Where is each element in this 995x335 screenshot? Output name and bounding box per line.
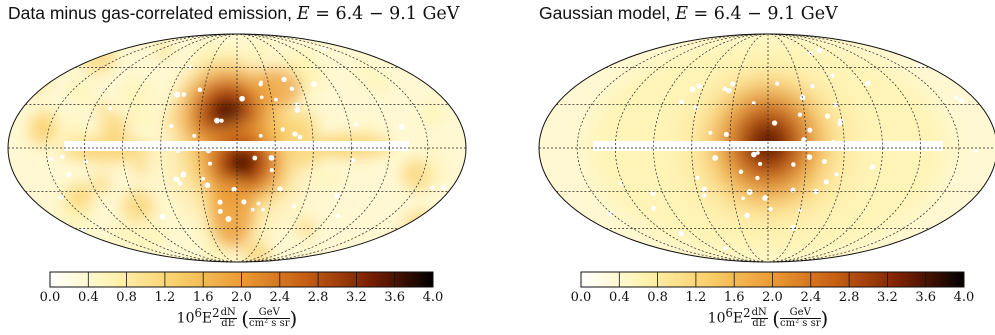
- colorbar-tick-label: 0.4: [609, 290, 630, 305]
- colorbar-tick-label: 0.4: [78, 290, 99, 305]
- panel-data-minus-gas: Data minus gas-correlated emission, E = …: [2, 0, 472, 335]
- colorbar-tick-label: 2.8: [839, 290, 860, 305]
- colorbar-tick-label: 4.0: [423, 290, 444, 305]
- colorbar-tick-label: 2.8: [308, 290, 329, 305]
- colorbar-tick-label: 1.6: [724, 290, 745, 305]
- colorbar-tick-label: 2.0: [762, 290, 783, 305]
- colorbar-tick-label: 2.4: [269, 290, 290, 305]
- colorbar-label: 106E2 dN dE (GeV cm² s sr): [176, 306, 298, 331]
- colorbar-tick-label: 3.6: [384, 290, 405, 305]
- colorbar-tick-label: 2.0: [231, 290, 252, 305]
- colorbar-tick-label: 0.0: [571, 290, 592, 305]
- colorbar-tick-label: 1.2: [686, 290, 707, 305]
- colorbar-tick-label: 1.6: [193, 290, 214, 305]
- colorbar-tick-label: 1.2: [155, 290, 176, 305]
- colorbar-tick-label: 3.2: [346, 290, 367, 305]
- map-outline: [7, 33, 467, 263]
- colorbar-tick-label: 3.2: [877, 290, 898, 305]
- panel-title: Gaussian model, E = 6.4 − 9.1 GeV: [539, 3, 838, 24]
- panel-gaussian-model: Gaussian model, E = 6.4 − 9.1 GeV 0.0 0.4…: [533, 0, 995, 335]
- map-outline: [538, 33, 995, 263]
- colorbar-tick-label: 0.8: [116, 290, 137, 305]
- colorbar-tick-label: 3.6: [915, 290, 936, 305]
- sky-map-gaussian-model: 0.0 0.4 0.8 1.2 1.6 2.0 2.4 2.8 3.2 3.6 4.0: [538, 33, 995, 305]
- colorbar-tick-label: 0.8: [647, 290, 668, 305]
- colorbar-label: 106E2 dN dE (GeV cm² s sr): [707, 306, 829, 331]
- sky-map-data-minus-gas: 0.0 0.4 0.8 1.2 1.6 2.0 2.4 2.8 3.2 3.6 4.0: [7, 33, 467, 305]
- colorbar-tick-label: 2.4: [800, 290, 821, 305]
- colorbar-tick-label: 4.0: [954, 290, 975, 305]
- panel-title: Data minus gas-correlated emission, E = …: [8, 3, 460, 24]
- colorbar-tick-label: 0.0: [40, 290, 61, 305]
